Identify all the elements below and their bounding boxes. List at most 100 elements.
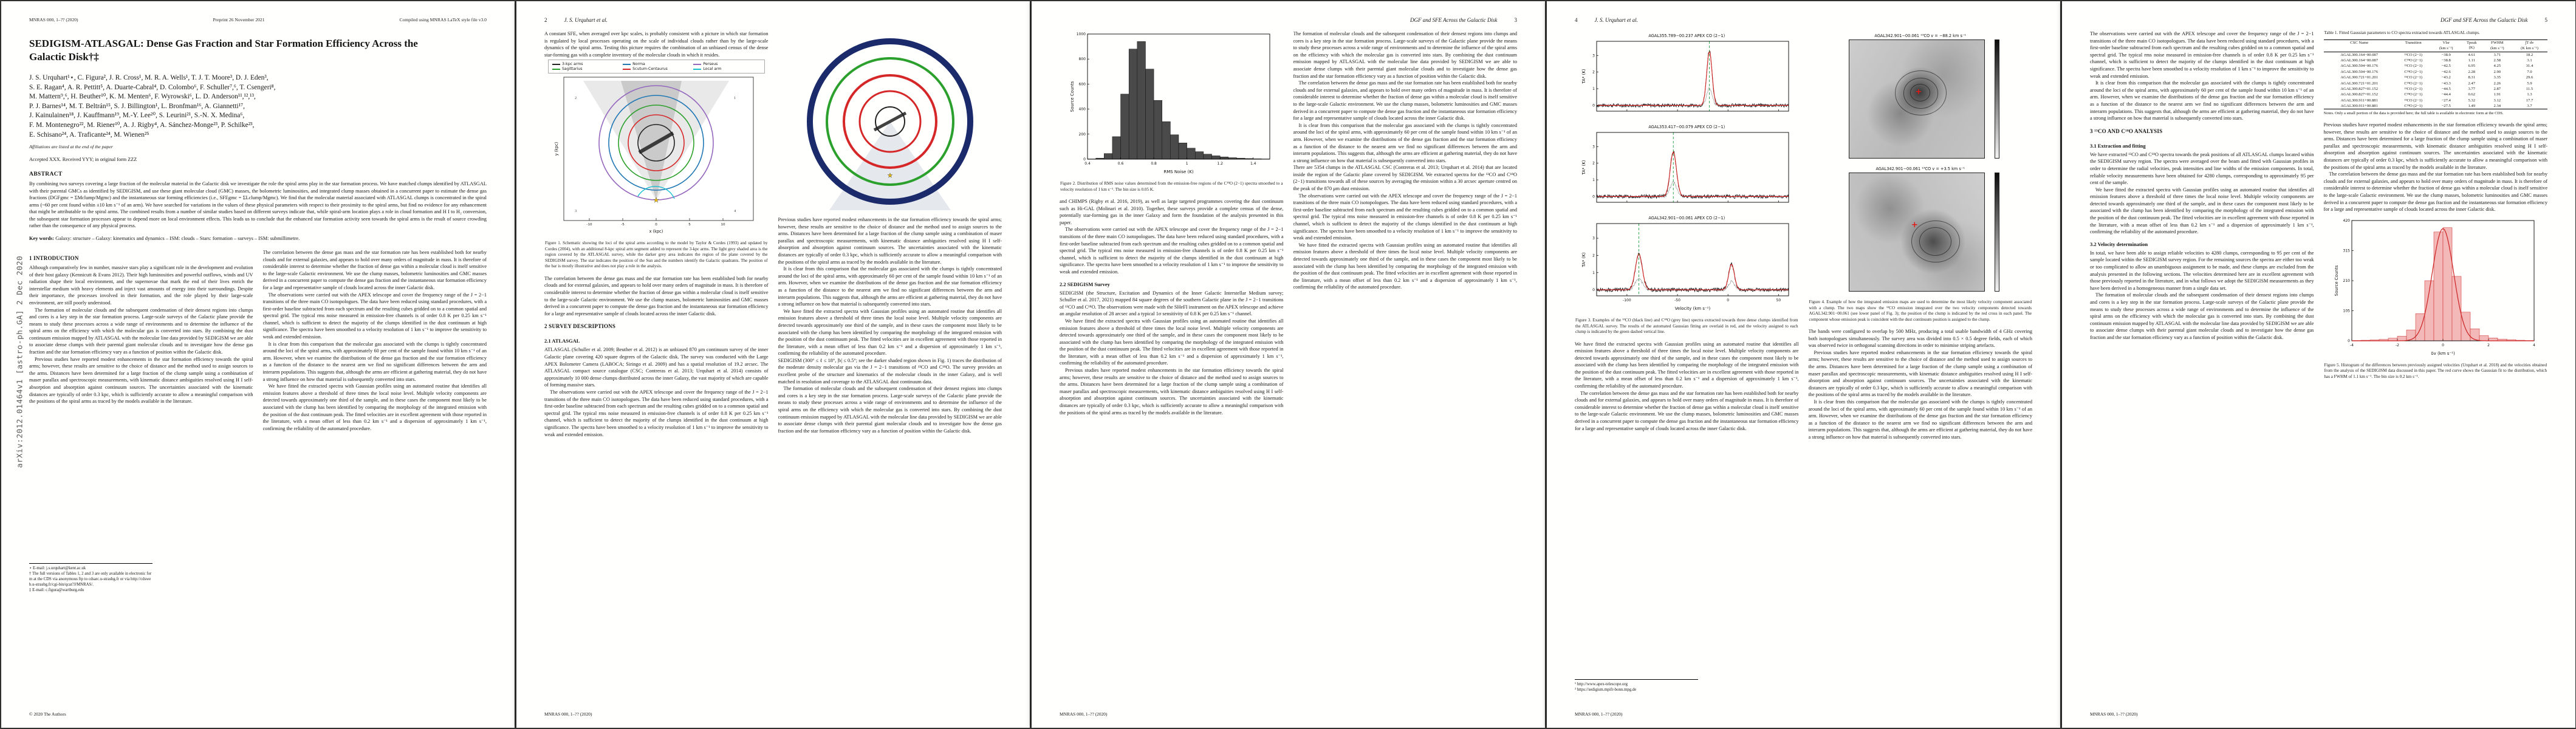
svg-text:TA* (K): TA* (K) (1581, 252, 1586, 268)
subsection-heading-sedigism: 2.2 SEDIGISM Survey (1060, 281, 1110, 287)
body-paragraph: There are 5354 clumps in the ATLASGAL CS… (1293, 165, 1518, 192)
column-right: Table 1. Fitted Gaussian parameters to C… (2323, 30, 2548, 693)
svg-text:0: 0 (1727, 298, 1730, 303)
body-paragraph: A constant SFE, when averaged over kpc s… (544, 31, 769, 58)
style-note: Compiled using MNRAS LaTeX style file v3… (399, 17, 487, 22)
svg-text:0: 0 (655, 223, 657, 227)
body-paragraph: We have fitted the extracted spectra wit… (262, 383, 487, 431)
body-paragraph: We have fitted the extracted spectra wit… (778, 308, 1002, 357)
footnote: ⋆ E-mail: j.s.urquhart@kent.ac.uk (29, 566, 86, 570)
body-paragraph: The correlation between the dense gas ma… (1575, 390, 1799, 431)
svg-text:315: 315 (2343, 248, 2350, 253)
legend-item: Scutum-Centaurus (623, 67, 690, 71)
column-right: ★ Previous studies have reported modest … (778, 30, 1002, 693)
figure-4-caption: Figure 4. Example of how the integrated … (1809, 299, 2032, 322)
page-footer: MNRAS 000, 1–?? (2020) (544, 711, 592, 717)
section-heading-introduction: 1 INTRODUCTION (29, 255, 79, 261)
arxiv-watermark: arXiv:2012.01464v1 [astro-ph.GA] 2 Dec 2… (15, 255, 24, 468)
svg-text:0: 0 (1592, 288, 1595, 292)
body-paragraph: SEDIGISM (300° ≤ ℓ ≤ 18°, |b| ≤ 0.5°; se… (778, 357, 1002, 385)
colorbar (1994, 173, 1999, 292)
legend-item: Local arm (693, 67, 760, 71)
subsection-heading-velocity: 3.2 Velocity determination (2090, 241, 2148, 247)
author-line: F. M. Montenegro²², M. Riener¹⁰, A. J. R… (29, 121, 255, 129)
page-4: 4 J. S. Urquhart et al. AGAL355.789−00.2… (1547, 1, 2060, 728)
legend-item: Perseus (693, 62, 760, 66)
map-title: AGAL342.901−00.061 ¹³CO v = −88.2 km s⁻¹ (1874, 33, 1967, 38)
footnote-block: ¹ http://www.apex-telescope.org ² https:… (1575, 679, 1698, 693)
body-paragraph: It is clear from this comparison that th… (1293, 122, 1518, 163)
affiliation-note: Affiliations are listed at the end of th… (29, 144, 113, 150)
page-number: 3 (1514, 17, 1518, 23)
table-row: AGAL300.164−00.087 ¹³CO (2−1) −38.9 4.61 3.7… (2340, 52, 2533, 57)
table-row: AGAL300.911+00.881 C¹⁸O (2−1) −27.5 1.49 2.3… (2323, 103, 2547, 110)
body-paragraph: We have fitted the extracted spectra wit… (2090, 187, 2314, 235)
svg-text:4: 4 (734, 209, 736, 213)
body-paragraph: Although comparatively few in number, ma… (29, 264, 253, 306)
svg-text:210: 210 (2343, 279, 2350, 283)
body-paragraph: In total, we have been able to assign re… (2090, 250, 2314, 291)
table-row: AGAL300.504−00.176 ¹³CO (2−1) −42.5 6.95 4.2… (2340, 64, 2533, 69)
svg-text:1.2: 1.2 (1218, 162, 1224, 166)
sun-star-icon: ★ (653, 197, 659, 204)
svg-text:1: 1 (734, 96, 736, 100)
figure-2-caption: Figure 2. Distribution of RMS noise valu… (1060, 181, 1283, 192)
keywords-text: Galaxy: structure – Galaxy: kinematics a… (55, 235, 300, 241)
body-paragraph: The formation of molecular clouds and th… (2090, 292, 2314, 340)
svg-text:400: 400 (1079, 108, 1086, 112)
body-paragraph: Previous studies have reported modest en… (2323, 122, 2548, 170)
svg-text:5: 5 (688, 223, 691, 227)
running-head: 4 J. S. Urquhart et al. (1575, 17, 2032, 23)
journal-header: MNRAS 000, 1–?? (2020) Preprint 26 Novem… (29, 17, 487, 22)
svg-text:δv (km s⁻¹): δv (km s⁻¹) (2431, 351, 2455, 356)
footnote-url: ¹ http://www.apex-telescope.org (1575, 682, 1628, 686)
table-units-row: (km s⁻¹) (K) (km s⁻¹) (K km s⁻¹) (2323, 45, 2547, 52)
svg-text:TA* (K): TA* (K) (1581, 160, 1586, 176)
legend-item: 3-kpc arms (552, 62, 619, 66)
svg-text:2: 2 (1592, 162, 1595, 166)
body-paragraph: It is clear from this comparison that th… (2090, 80, 2314, 122)
page-footer: MNRAS 000, 1–?? (2020) (1060, 711, 1108, 717)
table-note: Notes. Only a small portion of the data … (2323, 111, 2504, 116)
svg-text:200: 200 (1079, 132, 1086, 137)
spectrum-panel-title: AGAL355.789−00.237 APEX CO (2−1) (1648, 33, 1725, 38)
svg-text:420: 420 (2343, 219, 2350, 223)
svg-text:0.8: 0.8 (1151, 162, 1157, 166)
author-line: M. Mattern⁹,⁶, H. Beuther¹⁰, K. M. Mente… (29, 93, 256, 101)
svg-text:-50: -50 (1674, 298, 1680, 303)
figure-3-caption: Figure 3. Examples of the ¹³CO (black li… (1575, 318, 1798, 334)
running-authors: J. S. Urquhart et al. (1594, 17, 1638, 23)
table-row: AGAL300.827+01.152 ¹³CO (2−1) −44.5 3.77 2.8… (2340, 86, 2533, 91)
co-spectrum-panel: 0 1 2 3 -100 -50 0 50 TA* (K) Velocity (km s⁻¹) (1580, 221, 1793, 315)
svg-text:2: 2 (575, 96, 577, 100)
table-row: AGAL300.504−00.176 C¹⁸O (2−1) −42.6 2.28 2.9… (2340, 69, 2532, 74)
page-2: 2 J. S. Urquhart et al. A constant SFE, … (516, 1, 1030, 728)
footnote-url: ² https://sedigism.mpifr-bonn.mpg.de (1575, 688, 1637, 692)
body-paragraph: We have fitted the extracted spectra wit… (1060, 318, 1284, 366)
column-right: The correlation between the dense gas ma… (263, 249, 487, 593)
author-line: J. S. Urquhart¹⋆, C. Figura², J. R. Cros… (29, 74, 269, 81)
body-paragraph: The bands were configured to overlap by … (1808, 329, 2033, 349)
svg-text:0: 0 (2348, 339, 2350, 343)
running-head: 2 J. S. Urquhart et al. (544, 17, 1002, 23)
svg-text:1: 1 (1592, 178, 1595, 182)
body-paragraph: We have extracted ¹³CO and C¹⁸O spectra … (2090, 151, 2314, 186)
svg-text:0.6: 0.6 (1118, 162, 1124, 166)
svg-text:105: 105 (2343, 309, 2350, 313)
section-heading-surveys: 2 SURVEY DESCRIPTIONS (544, 323, 616, 330)
svg-text:600: 600 (1079, 82, 1086, 86)
abstract-text: By combining two surveys covering a larg… (29, 181, 487, 229)
column-left: AGAL355.789−00.237 APEX CO (2−1) 0 1 2 3 TA*… (1575, 30, 1799, 693)
column-left: 0 200 400 600 800 1000 0.4 0.6 0.8 1 1.2 1.4 RMS Noi… (1060, 30, 1284, 693)
legend-item: Sagittarius (552, 67, 619, 71)
running-head: DGF and SFE Across the Galactic Disk 5 (2090, 17, 2547, 23)
spectrum-panel-title: AGAL353.417−00.079 APEX CO (2−1) (1648, 125, 1725, 129)
svg-text:0: 0 (1592, 194, 1595, 199)
column-left: 1 INTRODUCTION Although comparatively fe… (29, 249, 253, 593)
author-line: E. Schisano²⁴, A. Traficante²⁴, M. Wiene… (29, 131, 149, 139)
table-row: AGAL300.721+01.201 ¹³CO (2−1) −43.2 8.31 3.3… (2340, 75, 2533, 80)
svg-text:RMS Noise (K): RMS Noise (K) (1164, 169, 1194, 174)
table-1-caption: Table 1. Fitted Gaussian parameters to C… (2324, 30, 2480, 35)
svg-text:-4: -4 (2350, 343, 2354, 347)
table-row: AGAL300.827+01.152 C¹⁸O (2−1) −44.4 0.62 1.9… (2340, 92, 2532, 97)
